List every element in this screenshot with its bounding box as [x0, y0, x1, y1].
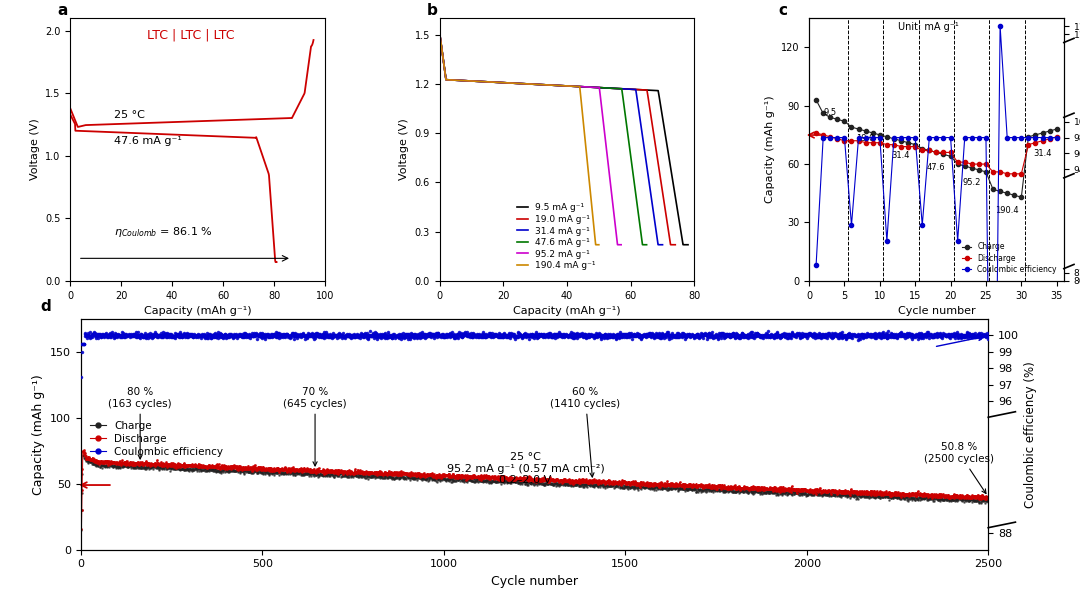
31.4 mA g⁻¹ — [616, 85, 629, 92]
190.4 mA g⁻¹ — [564, 83, 577, 90]
47.6 mA g⁻¹ — [640, 241, 653, 248]
Line: 19.0 mA g⁻¹: 19.0 mA g⁻¹ — [440, 33, 675, 245]
Y-axis label: Capacity (mAh g⁻¹): Capacity (mAh g⁻¹) — [31, 374, 44, 495]
190.4 mA g⁻¹ — [433, 29, 446, 36]
9.5 mA g⁻¹ — [676, 235, 689, 242]
47.6 mA g⁻¹ — [433, 29, 446, 36]
190.4 mA g⁻¹ — [509, 80, 522, 87]
95.2 mA g⁻¹ — [433, 29, 446, 36]
Y-axis label: Coulombic efficiency (%): Coulombic efficiency (%) — [1025, 361, 1038, 507]
Text: 9.5: 9.5 — [824, 109, 837, 117]
31.4 mA g⁻¹ — [433, 29, 446, 36]
9.5 mA g⁻¹ — [551, 82, 564, 89]
Text: c: c — [779, 3, 787, 18]
Text: Unit: mA g⁻¹: Unit: mA g⁻¹ — [899, 22, 959, 32]
190.4 mA g⁻¹ — [528, 81, 541, 88]
Legend: Charge, Discharge, Coulombic efficiency: Charge, Discharge, Coulombic efficiency — [959, 239, 1059, 277]
31.4 mA g⁻¹ — [539, 81, 552, 88]
Text: $\eta_{Coulomb}$ = 86.1 %: $\eta_{Coulomb}$ = 86.1 % — [113, 225, 212, 239]
Text: 19.0: 19.0 — [856, 133, 875, 143]
95.2 mA g⁻¹ — [541, 82, 554, 89]
19.0 mA g⁻¹ — [573, 83, 586, 90]
19.0 mA g⁻¹ — [545, 82, 558, 89]
Text: 190.4: 190.4 — [996, 206, 1020, 215]
Text: 47.6 mA g⁻¹: 47.6 mA g⁻¹ — [113, 137, 181, 146]
9.5 mA g⁻¹ — [681, 241, 694, 248]
Text: 60 %
(1410 cycles): 60 % (1410 cycles) — [551, 387, 621, 477]
19.0 mA g⁻¹ — [663, 235, 676, 242]
19.0 mA g⁻¹ — [433, 29, 446, 36]
190.4 mA g⁻¹ — [590, 241, 603, 248]
95.2 mA g⁻¹ — [519, 80, 532, 88]
Line: 47.6 mA g⁻¹: 47.6 mA g⁻¹ — [440, 33, 647, 245]
31.4 mA g⁻¹ — [540, 82, 553, 89]
Text: 31.4: 31.4 — [1034, 149, 1052, 158]
X-axis label: Cycle number: Cycle number — [491, 575, 578, 588]
Text: a: a — [57, 3, 68, 18]
9.5 mA g⁻¹ — [568, 83, 581, 90]
47.6 mA g⁻¹ — [635, 235, 648, 242]
Text: 80 %
(163 cycles): 80 % (163 cycles) — [108, 387, 172, 459]
Text: 50.8 %
(2500 cycles): 50.8 % (2500 cycles) — [924, 442, 995, 493]
47.6 mA g⁻¹ — [636, 241, 649, 248]
X-axis label: Capacity (mAh g⁻¹): Capacity (mAh g⁻¹) — [144, 306, 252, 316]
9.5 mA g⁻¹ — [677, 241, 690, 248]
Text: b: b — [427, 3, 437, 18]
9.5 mA g⁻¹ — [637, 86, 650, 94]
95.2 mA g⁻¹ — [615, 241, 627, 248]
Text: 25 °C: 25 °C — [113, 110, 145, 120]
47.6 mA g⁻¹ — [545, 82, 558, 89]
190.4 mA g⁻¹ — [589, 235, 602, 242]
Line: 9.5 mA g⁻¹: 9.5 mA g⁻¹ — [440, 33, 688, 245]
X-axis label: Cycle number: Cycle number — [897, 306, 975, 316]
47.6 mA g⁻¹ — [532, 81, 545, 88]
31.4 mA g⁻¹ — [650, 235, 663, 242]
19.0 mA g⁻¹ — [546, 82, 559, 89]
31.4 mA g⁻¹ — [554, 82, 567, 89]
47.6 mA g⁻¹ — [603, 85, 616, 92]
19.0 mA g⁻¹ — [664, 241, 677, 248]
Y-axis label: Voltage (V): Voltage (V) — [29, 118, 40, 181]
19.0 mA g⁻¹ — [626, 86, 639, 93]
95.2 mA g⁻¹ — [582, 83, 595, 91]
Y-axis label: Capacity (mAh g⁻¹): Capacity (mAh g⁻¹) — [766, 95, 775, 204]
47.6 mA g⁻¹ — [556, 82, 569, 89]
Line: 31.4 mA g⁻¹: 31.4 mA g⁻¹ — [440, 33, 662, 245]
Text: 31.4: 31.4 — [892, 151, 910, 160]
Text: 95.2: 95.2 — [962, 179, 981, 187]
95.2 mA g⁻¹ — [610, 235, 623, 242]
9.5 mA g⁻¹ — [581, 83, 594, 91]
Text: d: d — [40, 300, 51, 314]
31.4 mA g⁻¹ — [656, 241, 669, 248]
190.4 mA g⁻¹ — [510, 80, 523, 87]
31.4 mA g⁻¹ — [652, 241, 665, 248]
Line: 95.2 mA g⁻¹: 95.2 mA g⁻¹ — [440, 33, 621, 245]
19.0 mA g⁻¹ — [669, 241, 681, 248]
190.4 mA g⁻¹ — [592, 241, 605, 248]
95.2 mA g⁻¹ — [611, 241, 624, 248]
Text: 70 %
(645 cycles): 70 % (645 cycles) — [283, 387, 347, 466]
Legend: Charge, Discharge, Coulombic efficiency: Charge, Discharge, Coulombic efficiency — [86, 416, 228, 461]
Y-axis label: Voltage (V): Voltage (V) — [399, 118, 409, 181]
X-axis label: Capacity (mAh g⁻¹): Capacity (mAh g⁻¹) — [513, 306, 621, 316]
31.4 mA g⁻¹ — [566, 83, 579, 90]
Text: LTC | LTC | LTC: LTC | LTC | LTC — [147, 28, 234, 42]
19.0 mA g⁻¹ — [561, 82, 573, 89]
95.2 mA g⁻¹ — [531, 81, 544, 88]
Legend: 9.5 mA g⁻¹, 19.0 mA g⁻¹, 31.4 mA g⁻¹, 47.6 mA g⁻¹, 95.2 mA g⁻¹, 190.4 mA g⁻¹: 9.5 mA g⁻¹, 19.0 mA g⁻¹, 31.4 mA g⁻¹, 47… — [513, 200, 599, 274]
9.5 mA g⁻¹ — [433, 29, 446, 36]
Line: 190.4 mA g⁻¹: 190.4 mA g⁻¹ — [440, 33, 598, 245]
Text: 25 °C
95.2 mA g⁻¹ (0.57 mA cm⁻²)
0.2–2.0 V: 25 °C 95.2 mA g⁻¹ (0.57 mA cm⁻²) 0.2–2.0… — [447, 452, 605, 486]
9.5 mA g⁻¹ — [553, 82, 566, 89]
Text: 47.6: 47.6 — [927, 163, 946, 172]
95.2 mA g⁻¹ — [521, 80, 534, 88]
47.6 mA g⁻¹ — [531, 81, 544, 88]
190.4 mA g⁻¹ — [519, 80, 532, 88]
